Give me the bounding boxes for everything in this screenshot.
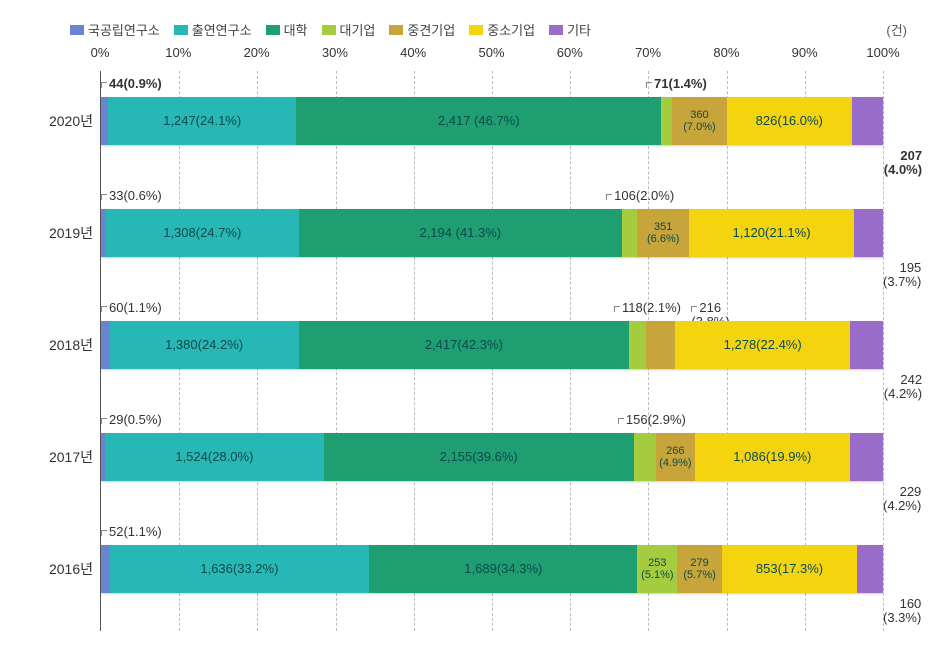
callout-label: 60(1.1%)	[101, 301, 162, 315]
bar-segment: 351(6.6%)	[637, 209, 689, 257]
bar-segment: 1,120(21.1%)	[689, 209, 854, 257]
legend-swatch	[322, 25, 336, 35]
row-label: 2019년	[31, 223, 93, 243]
legend-swatch	[549, 25, 563, 35]
callout-label: 229(4.2%)	[883, 485, 921, 514]
bar-row: 2018년60(1.1%)118(2.1%)216(3.8%)242(4.2%)…	[101, 295, 883, 407]
legend-label: 대기업	[340, 20, 376, 39]
bar-segment: 279(5.7%)	[677, 545, 722, 593]
axis-tick: 80%	[713, 45, 739, 60]
axis-tick: 60%	[557, 45, 583, 60]
legend-label: 출연연구소	[192, 20, 252, 39]
legend-item: 출연연구소	[174, 20, 252, 39]
bar-segment	[850, 433, 883, 481]
bar-segment	[661, 97, 672, 145]
callout-label: 106(2.0%)	[606, 189, 674, 203]
bar-row: 2019년33(0.6%)106(2.0%)195(3.7%)1,308(24.…	[101, 183, 883, 295]
bar-segment	[850, 321, 883, 369]
axis-tick: 10%	[165, 45, 191, 60]
bar-row: 2020년44(0.9%)71(1.4%)207(4.0%)1,247(24.1…	[101, 71, 883, 183]
legend-label: 대학	[284, 20, 308, 39]
stacked-bar: 1,380(24.2%)2,417(42.3%) 1,278(22.4%)	[101, 321, 883, 369]
axis-tick: 70%	[635, 45, 661, 60]
bar-segment: 266(4.9%)	[656, 433, 694, 481]
legend-item: 중견기업	[389, 20, 455, 39]
bar-segment: 360(7.0%)	[672, 97, 727, 145]
bar-segment: 2,155(39.6%)	[324, 433, 634, 481]
bar-segment	[629, 321, 645, 369]
legend-swatch	[70, 25, 84, 35]
bar-segment	[622, 209, 638, 257]
axis-tick: 0%	[91, 45, 110, 60]
axis-tick: 90%	[792, 45, 818, 60]
bar-segment: 2,417 (46.7%)	[296, 97, 661, 145]
bar-segment: 1,308(24.7%)	[106, 209, 299, 257]
bar-segment	[101, 545, 110, 593]
callout-label: 52(1.1%)	[101, 525, 162, 539]
axis-tick: 50%	[478, 45, 504, 60]
bar-segment: 1,524(28.0%)	[105, 433, 324, 481]
legend-item: 중소기업	[469, 20, 535, 39]
legend-swatch	[174, 25, 188, 35]
legend: 국공립연구소 출연연구소 대학 대기업 중견기업 중소기업 기타	[70, 20, 913, 39]
legend-item: 대기업	[322, 20, 376, 39]
bar-segment	[852, 97, 883, 145]
legend-item: 기타	[549, 20, 591, 39]
callout-label: 195(3.7%)	[883, 261, 921, 290]
callout-label: 44(0.9%)	[101, 77, 162, 91]
row-label: 2018년	[31, 335, 93, 355]
bar-row: 2016년52(1.1%)160(3.3%)1,636(33.2%)1,689(…	[101, 519, 883, 631]
legend-item: 대학	[266, 20, 308, 39]
unit-label: (건)	[886, 20, 907, 39]
bar-segment: 1,636(33.2%)	[110, 545, 370, 593]
legend-swatch	[389, 25, 403, 35]
plot-area: 2020년44(0.9%)71(1.4%)207(4.0%)1,247(24.1…	[100, 71, 883, 631]
legend-item: 국공립연구소	[70, 20, 160, 39]
callout-label: 118(2.1%)	[614, 301, 681, 315]
bar-segment: 253(5.1%)	[637, 545, 677, 593]
callout-label: 160(3.3%)	[883, 597, 921, 626]
callout-label: 242(4.2%)	[884, 373, 922, 402]
axis-tick: 20%	[244, 45, 270, 60]
legend-swatch	[469, 25, 483, 35]
bar-segment: 1,278(22.4%)	[675, 321, 850, 369]
bar-segment: 2,417(42.3%)	[299, 321, 629, 369]
row-label: 2016년	[31, 559, 93, 579]
legend-label: 중견기업	[407, 20, 455, 39]
axis-tick: 30%	[322, 45, 348, 60]
callout-label: 156(2.9%)	[618, 413, 686, 427]
legend-label: 중소기업	[487, 20, 535, 39]
bar-segment: 1,380(24.2%)	[110, 321, 299, 369]
stacked-bar: 1,247(24.1%)2,417 (46.7%)360(7.0%)826(16…	[101, 97, 883, 145]
bar-segment: 1,247(24.1%)	[108, 97, 296, 145]
axis-tick: 40%	[400, 45, 426, 60]
callout-label: 33(0.6%)	[101, 189, 162, 203]
bar-row: 2017년29(0.5%)156(2.9%)229(4.2%)1,524(28.…	[101, 407, 883, 519]
row-label: 2017년	[31, 447, 93, 467]
bar-segment	[101, 97, 108, 145]
stacked-bar: 1,308(24.7%)2,194 (41.3%) 351(6.6%)1,120(…	[101, 209, 883, 257]
row-label: 2020년	[31, 111, 93, 131]
bar-segment: 1,689(34.3%)	[369, 545, 637, 593]
bar-segment	[857, 545, 883, 593]
bar-segment	[646, 321, 676, 369]
callout-label: 207(4.0%)	[884, 149, 922, 178]
x-axis: 0%10%20%30%40%50%60%70%80%90%100%	[100, 45, 883, 71]
bar-segment	[634, 433, 657, 481]
bar-segment	[101, 321, 110, 369]
callout-label: 71(1.4%)	[646, 77, 707, 91]
stacked-bar: 1,636(33.2%)1,689(34.3%)253(5.1%)279(5.7…	[101, 545, 883, 593]
legend-swatch	[266, 25, 280, 35]
legend-label: 기타	[567, 20, 591, 39]
callout-label: 29(0.5%)	[101, 413, 162, 427]
bar-segment: 853(17.3%)	[722, 545, 857, 593]
axis-tick: 100%	[866, 45, 899, 60]
stacked-bar: 1,524(28.0%)2,155(39.6%) 266(4.9%)1,086(1…	[101, 433, 883, 481]
legend-label: 국공립연구소	[88, 20, 160, 39]
bar-segment: 2,194 (41.3%)	[299, 209, 622, 257]
bar-segment: 826(16.0%)	[727, 97, 852, 145]
bar-segment: 1,086(19.9%)	[695, 433, 851, 481]
bar-segment	[854, 209, 883, 257]
stacked-bar-chart: 국공립연구소 출연연구소 대학 대기업 중견기업 중소기업 기타 (건) 0% 10% 20% 3…	[30, 20, 913, 631]
